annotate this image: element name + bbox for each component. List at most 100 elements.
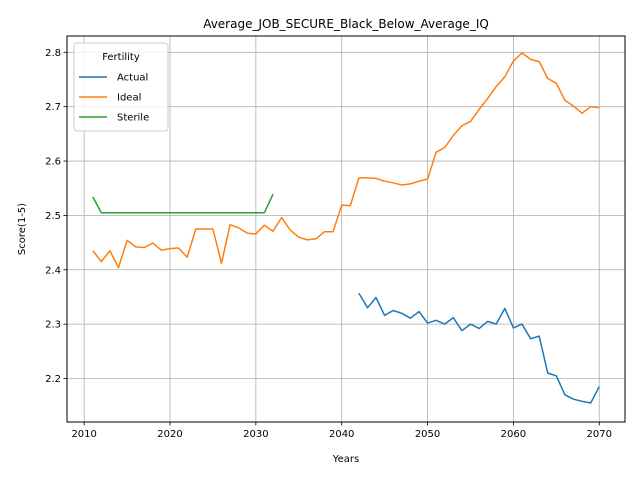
data-point-actual [401,312,403,314]
data-point-ideal [444,146,446,148]
data-point-ideal [435,151,437,153]
data-point-ideal [143,246,145,248]
data-point-ideal [280,216,282,218]
data-point-actual [435,319,437,321]
data-point-ideal [229,223,231,225]
data-point-sterile [117,211,119,213]
data-point-ideal [469,120,471,122]
data-point-ideal [212,228,214,230]
data-point-sterile [246,211,248,213]
data-point-ideal [126,239,128,241]
x-axis-label: Years [332,454,359,465]
axis-ticks: 2010 2020 2030 2040 2050 2060 2070 2.2 2.3 2.4 2.5… [45,48,612,440]
data-point-ideal [289,229,291,231]
data-point-ideal [220,262,222,264]
data-point-actual [461,329,463,331]
legend-title: Fertility [102,52,140,63]
data-point-sterile [186,211,188,213]
data-point-ideal [581,112,583,114]
data-point-ideal [418,180,420,182]
data-point-ideal [383,180,385,182]
y-tick-label: 2.4 [45,265,61,276]
data-point-ideal [401,184,403,186]
data-point-ideal [315,238,317,240]
x-tick-label: 2020 [157,429,182,440]
data-point-ideal [375,177,377,179]
legend: Fertility Actual Ideal Sterile [73,42,169,132]
y-tick-label: 2.3 [45,320,61,331]
data-point-actual [529,338,531,340]
data-point-actual [426,322,428,324]
data-point-ideal [512,60,514,62]
data-point-actual [366,307,368,309]
data-point-ideal [117,266,119,268]
data-point-ideal [109,250,111,252]
data-point-actual [547,372,549,374]
y-tick-label: 2.5 [45,211,61,222]
data-point-actual [478,327,480,329]
plot-frame [66,35,626,423]
data-point-sterile [229,211,231,213]
data-point-actual [589,402,591,404]
data-point-ideal [323,231,325,233]
data-point-sterile [263,211,265,213]
data-point-ideal [246,232,248,234]
data-point-actual [581,400,583,402]
data-point-ideal [134,246,136,248]
legend-label-ideal: Ideal [117,93,141,104]
data-point-actual [486,320,488,322]
data-point-actual [538,335,540,337]
data-point-ideal [358,177,360,179]
data-point-actual [358,292,360,294]
data-point-sterile [177,211,179,213]
data-point-sterile [160,211,162,213]
data-point-sterile [169,211,171,213]
data-point-sterile [220,211,222,213]
data-point-sterile [126,211,128,213]
data-point-ideal [332,231,334,233]
data-point-ideal [341,204,343,206]
data-point-ideal [349,204,351,206]
data-point-ideal [555,82,557,84]
data-point-actual [452,316,454,318]
data-point-actual [555,375,557,377]
data-point-ideal [92,250,94,252]
legend-box [73,42,169,132]
data-point-sterile [212,211,214,213]
data-point-sterile [100,211,102,213]
data-point-actual [564,394,566,396]
y-axis-label: Score(1-5) [17,203,28,255]
data-point-actual [495,323,497,325]
data-point-ideal [177,247,179,249]
data-point-sterile [152,211,154,213]
data-point-ideal [409,183,411,185]
series-line-actual [358,292,600,404]
data-point-ideal [298,236,300,238]
data-point-ideal [272,230,274,232]
data-point-ideal [160,249,162,251]
legend-items: Actual Ideal Sterile [79,73,149,124]
data-point-ideal [306,239,308,241]
data-point-ideal [186,256,188,258]
series-line-sterile [92,193,274,214]
data-point-ideal [547,77,549,79]
data-point-actual [392,309,394,311]
series-line-ideal [92,52,600,269]
grid [67,36,625,422]
x-tick-label: 2040 [329,429,354,440]
data-point-ideal [169,247,171,249]
x-tick-label: 2060 [501,429,526,440]
legend-label-sterile: Sterile [117,113,149,124]
data-point-ideal [195,228,197,230]
data-point-ideal [538,60,540,62]
x-tick-label: 2050 [415,429,440,440]
data-point-sterile [143,211,145,213]
data-point-ideal [426,178,428,180]
data-point-sterile [255,211,257,213]
legend-label-actual: Actual [117,73,148,84]
data-point-ideal [255,233,257,235]
y-tick-label: 2.8 [45,48,61,59]
data-point-ideal [203,228,205,230]
data-point-ideal [521,52,523,54]
